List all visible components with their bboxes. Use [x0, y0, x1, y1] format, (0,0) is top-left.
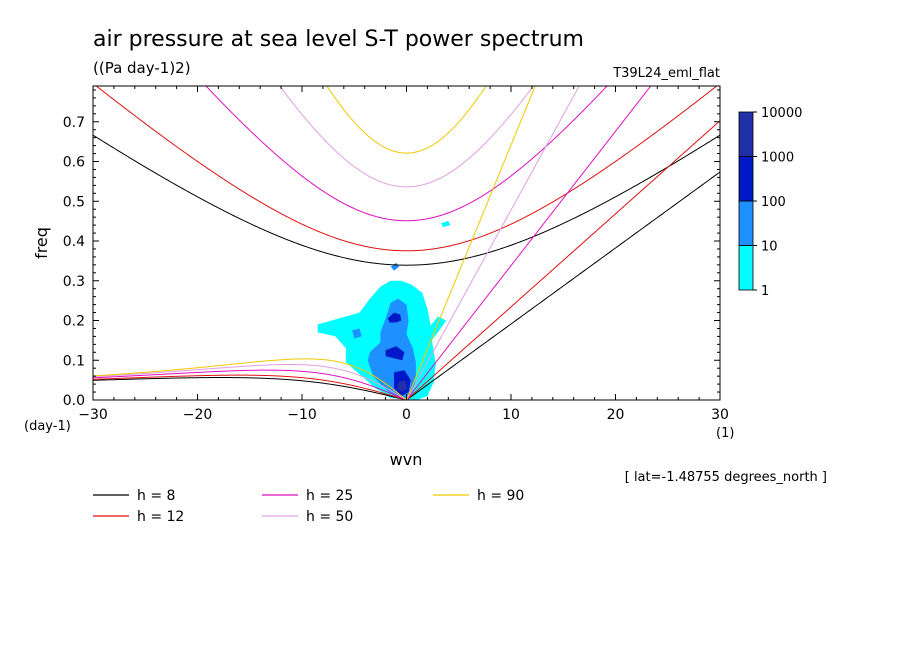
dispersion-curve [326, 86, 487, 154]
axis-ticks: −30 −20 −10 0 10 20 30 0.0 0.1 0.2 0.3 0.4 0.5 0.6 0.7 [63, 86, 729, 423]
dispersion-curve [93, 369, 408, 400]
y-tick-label: 0.3 [63, 274, 85, 290]
y-tick-label: 0.0 [63, 393, 85, 409]
x-unit-label: (1) [716, 426, 734, 441]
x-tick-label: 30 [711, 407, 729, 423]
chart-units: ((Pa day-1)2) [93, 59, 191, 77]
x-tick-label: −20 [183, 407, 213, 423]
power-regions [317, 221, 451, 400]
dispersion-curve [93, 374, 409, 400]
y-tick-label: 0.2 [63, 314, 85, 330]
legend-label: h = 90 [477, 488, 524, 504]
colorbar-swatch [738, 111, 754, 157]
colorbar-swatch [738, 245, 754, 291]
colorbar-label: 100 [761, 195, 786, 210]
x-tick-label: 10 [502, 407, 520, 423]
x-tick-label: 0 [402, 407, 411, 423]
dispersion-curve [205, 86, 608, 222]
dispersion-curve [95, 86, 718, 252]
colorbar-swatch [738, 200, 754, 246]
dispersion-curves [93, 86, 720, 400]
dispersion-curve [93, 134, 720, 266]
power-region [441, 221, 451, 228]
y-tick-label: 0.7 [63, 115, 85, 131]
y-tick-label: 0.6 [63, 155, 85, 171]
x-tick-label: −10 [287, 407, 317, 423]
experiment-label: T39L24_eml_flat [612, 66, 720, 81]
dispersion-curve [93, 358, 408, 400]
dispersion-curve [406, 120, 720, 400]
latitude-annotation: [ lat=-1.48755 degrees_north ] [625, 470, 827, 485]
colorbar-swatch [738, 156, 754, 202]
x-tick-label: 20 [607, 407, 625, 423]
x-tick-label: −30 [78, 407, 108, 423]
power-region [397, 380, 408, 393]
y-axis-label: freq [32, 227, 51, 259]
colorbar-label: 10000 [761, 106, 802, 121]
chart-title: air pressure at sea level S-T power spec… [93, 27, 584, 52]
power-region [385, 346, 405, 361]
y-unit-label: (day-1) [24, 419, 71, 434]
y-tick-label: 0.4 [63, 234, 85, 250]
legend-label: h = 12 [137, 509, 184, 525]
colorbar-label: 1000 [761, 151, 794, 166]
curve-legend: h = 8 h = 12 h = 25 h = 50 h = 90 [93, 488, 524, 525]
colorbar-label: 1 [761, 284, 769, 299]
x-axis-label: wvn [390, 450, 423, 469]
colorbar: 1 10 100 1000 10000 [738, 106, 802, 299]
dispersion-curve [406, 86, 580, 400]
colorbar-label: 10 [761, 240, 778, 255]
power-region [387, 312, 402, 323]
legend-label: h = 50 [306, 509, 353, 525]
y-tick-label: 0.5 [63, 194, 85, 210]
dispersion-curve [406, 86, 652, 400]
power-region [352, 328, 362, 339]
legend-label: h = 8 [137, 488, 175, 504]
dispersion-curve [93, 363, 408, 400]
power-region [390, 262, 400, 271]
dispersion-curve [406, 86, 536, 400]
y-tick-label: 0.1 [63, 353, 85, 369]
dispersion-curve [93, 377, 409, 400]
legend-label: h = 25 [306, 488, 353, 504]
dispersion-curve [406, 171, 720, 400]
dispersion-curve [279, 86, 534, 188]
